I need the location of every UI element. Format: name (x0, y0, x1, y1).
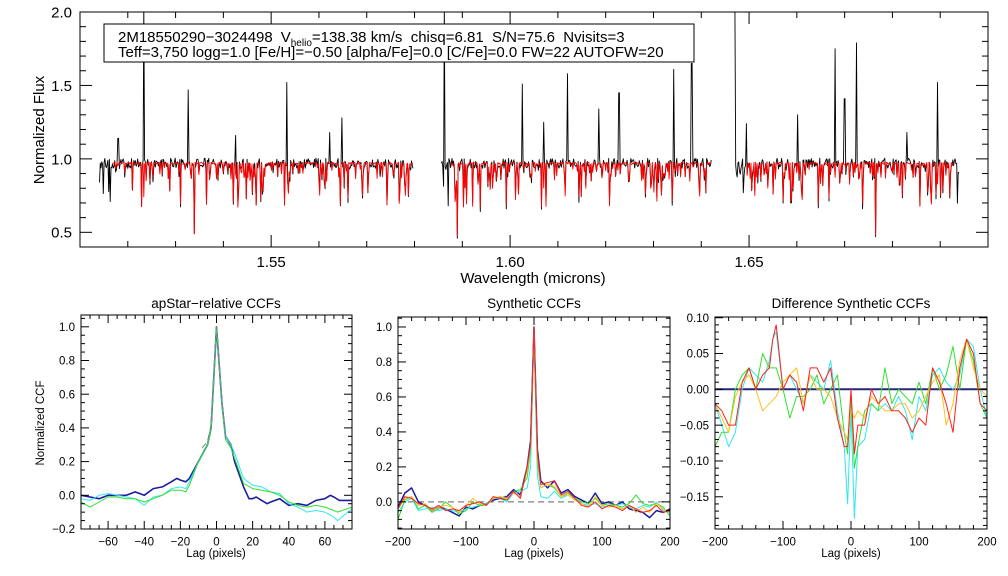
y-tick-label: 0.6 (59, 389, 75, 401)
spectrum-model-line (746, 161, 955, 236)
apstar-ccf-frame (80, 314, 353, 530)
y-tick-label: −0.05 (680, 420, 709, 432)
spectrum-plot: 1.55 1.60 1.65 0.5 1.0 1.5 2.0 (51, 4, 989, 271)
y-tick-label: 0.8 (59, 356, 75, 368)
difference-ccf-visit-5-line (715, 324, 987, 455)
synthetic-ccf-data (398, 326, 670, 520)
vhelio-symbol: V (281, 29, 291, 46)
x-tick-label: −100 (770, 537, 796, 549)
y-tick-label: 1.5 (51, 78, 72, 95)
difference-ccf-data (715, 324, 987, 519)
difference-ccf-visit-2-line (715, 331, 987, 519)
y-tick-label: 0.0 (59, 490, 75, 502)
y-tick-label: 0.2 (376, 462, 392, 474)
synthetic-ccf-visit-2-line (398, 335, 670, 513)
apstar-ccf-ylabel: Normalized CCF (35, 381, 47, 466)
y-tick-label: −0.10 (680, 456, 709, 468)
difference-ccf-title: Difference Synthetic CCFs (772, 296, 931, 311)
x-tick-label: 200 (977, 537, 996, 549)
x-tick-label: 0 (848, 537, 854, 549)
star-id: 2M18550290−3024498 (118, 29, 273, 46)
x-tick-label: 40 (282, 537, 295, 549)
difference-ccf-plot: −200 −100 0 100 200 −0.15 −0.10 −0.05 0.00 0.05 0.… (680, 313, 997, 549)
y-tick-label: 0.10 (687, 313, 709, 325)
x-tick-label: −20 (171, 537, 191, 549)
x-tick-label: −100 (453, 537, 479, 549)
difference-ccf-xlabel: Lag (pixels) (821, 548, 881, 560)
apstar-ccf-data (81, 325, 352, 522)
x-tick-label: 100 (592, 537, 611, 549)
difference-ccf-visit-4-line (715, 338, 987, 440)
y-tick-label: 1.0 (59, 322, 75, 334)
x-tick-label: −200 (385, 537, 411, 549)
info-legend-box: 2M18550290−3024498 Vhelio=138.38 km/s chi… (103, 23, 695, 63)
x-tick-label: 1.65 (734, 254, 763, 271)
apstar-ccf-plot: −60 −40 −20 0 20 40 60 −0.2 0.0 0.2 0.4 0.6 0.8 1.0 (52, 314, 353, 549)
synthetic-ccf-title: Synthetic CCFs (487, 296, 581, 311)
y-tick-label: −0.2 (52, 524, 75, 536)
y-tick-label: 0.05 (687, 349, 709, 361)
y-tick-label: 0.4 (59, 423, 76, 435)
x-tick-label: −60 (98, 537, 118, 549)
spectrum-xlabel: Wavelength (microns) (460, 270, 605, 287)
x-tick-label: 0 (531, 537, 537, 549)
x-tick-label: 20 (246, 537, 259, 549)
apstar-ccf-visit-1-line (81, 325, 352, 507)
info-line-1: 2M18550290−3024498 Vhelio=138.38 km/s chi… (118, 29, 625, 49)
y-tick-label: 0.00 (687, 384, 709, 396)
y-tick-label: 0.5 (51, 225, 72, 242)
y-tick-label: 1.0 (51, 151, 72, 168)
spectrum-model-line (450, 161, 712, 236)
x-tick-label: 200 (660, 537, 679, 549)
x-tick-label: 100 (909, 537, 928, 549)
synthetic-ccf-plot: −200 −100 0 100 200 0.0 0.2 0.4 0.6 0.8 1.0 (376, 316, 680, 549)
apstar-ccf-visit-3-line (81, 326, 352, 513)
y-tick-label: 0.4 (376, 427, 393, 439)
apstar-ccf-template-line (201, 326, 232, 449)
synthetic-ccf-visit-5-line (398, 326, 670, 513)
info-line-2: Teff=3,750 logg=1.0 [Fe/H]=−0.50 [alpha/… (118, 44, 664, 61)
synthetic-ccf-xlabel: Lag (pixels) (504, 548, 564, 560)
x-tick-label: −40 (134, 537, 154, 549)
x-tick-label: 60 (319, 537, 332, 549)
y-tick-label: 0.6 (376, 392, 392, 404)
spectrum-data (99, 12, 960, 239)
x-tick-label: 0 (213, 537, 219, 549)
x-tick-label: 1.55 (257, 254, 286, 271)
y-tick-label: 1.0 (376, 322, 392, 334)
spectrum-ylabel: Normalized Flux (31, 75, 48, 184)
x-tick-label: 1.60 (496, 254, 525, 271)
y-tick-label: 2.0 (51, 4, 72, 21)
y-tick-label: 0.0 (376, 497, 392, 509)
y-tick-label: 0.8 (376, 357, 392, 369)
y-tick-label: 0.2 (59, 457, 75, 469)
apstar-ccf-visit-2-line (81, 326, 352, 522)
vhelio-subscript: helio (291, 38, 313, 49)
apstar-ccf-title: apStar−relative CCFs (151, 296, 281, 311)
spectrum-model-line (112, 161, 414, 235)
synthetic-ccf-visit-3-line (398, 330, 670, 520)
apstar-ccf-xlabel: Lag (pixels) (186, 548, 246, 560)
y-tick-label: −0.15 (680, 492, 709, 504)
x-tick-label: −200 (702, 537, 728, 549)
info-line-1-values: =138.38 km/s chisq=6.81 S/N=75.6 Nvisits… (312, 29, 625, 46)
spectrum-observed-line (734, 12, 960, 238)
